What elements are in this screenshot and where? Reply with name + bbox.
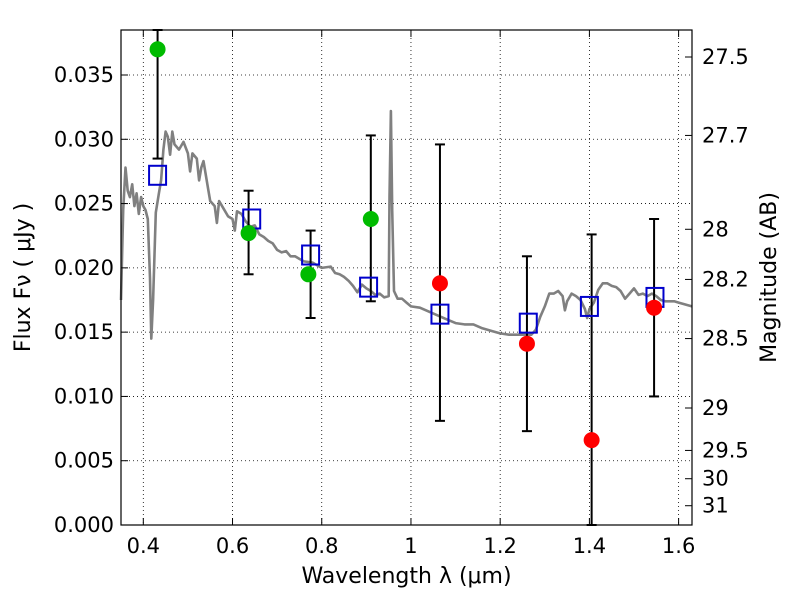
model-bandpass-box bbox=[148, 164, 168, 186]
red-data-point bbox=[518, 335, 535, 352]
x-tick-label: 1.6 bbox=[662, 534, 695, 558]
x-tick-label: 0.8 bbox=[305, 534, 338, 558]
x-tick-label: 1.2 bbox=[483, 534, 516, 558]
y2-tick-label: 27.5 bbox=[702, 45, 749, 69]
red-data-point bbox=[646, 299, 663, 316]
red-data-point bbox=[583, 432, 600, 449]
red-data-point bbox=[431, 275, 448, 292]
y-tick-label: 0.000 bbox=[54, 513, 114, 537]
y-tick-label: 0.025 bbox=[54, 192, 114, 216]
y2-tick-label: 31 bbox=[702, 494, 729, 518]
x-tick-label: 0.4 bbox=[127, 534, 160, 558]
x-axis-label: Wavelength λ (μm) bbox=[301, 564, 511, 589]
ticks: 0.4 0.6 0.8 1 1.2 1.4 1.6 0.000 0.005 0.010 0.015 0… bbox=[54, 30, 749, 558]
y2-tick-label: 29.5 bbox=[702, 438, 749, 462]
y2-tick-label: 27.7 bbox=[702, 123, 749, 147]
model-bandpass-box bbox=[430, 303, 450, 325]
model-bandpass-box bbox=[579, 295, 599, 317]
y-tick-label: 0.030 bbox=[54, 127, 114, 151]
y2-tick-label: 28.5 bbox=[702, 327, 749, 351]
x-tick-label: 0.6 bbox=[216, 534, 249, 558]
data-markers bbox=[148, 41, 665, 449]
y-tick-label: 0.020 bbox=[54, 256, 114, 280]
y2-tick-label: 28 bbox=[702, 217, 729, 241]
y2-tick-label: 30 bbox=[702, 467, 729, 491]
plot-frame bbox=[120, 29, 693, 526]
model-bandpass-box bbox=[359, 276, 379, 298]
y-axis-label: Flux Fν ( μJy ) bbox=[11, 203, 36, 352]
y2-axis-label: Magnitude (AB) bbox=[757, 192, 782, 363]
green-data-point bbox=[240, 225, 257, 242]
y-tick-label: 0.010 bbox=[54, 384, 114, 408]
y-tick-label: 0.035 bbox=[54, 63, 114, 87]
green-data-point bbox=[362, 211, 379, 227]
x-tick-label: 1.4 bbox=[573, 534, 606, 558]
green-data-point bbox=[300, 266, 317, 283]
y2-tick-label: 28.2 bbox=[702, 267, 749, 291]
model-bandpass-box bbox=[301, 244, 321, 266]
green-data-point bbox=[149, 41, 166, 58]
y-tick-label: 0.005 bbox=[54, 449, 114, 473]
x-tick-label: 1 bbox=[404, 534, 417, 558]
y-tick-label: 0.015 bbox=[54, 320, 114, 344]
model-bandpass-box bbox=[518, 312, 538, 334]
y2-tick-label: 29 bbox=[702, 396, 729, 420]
